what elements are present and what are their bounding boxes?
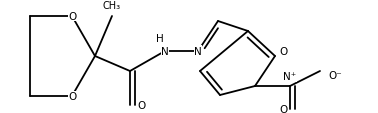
- Text: N⁺: N⁺: [284, 71, 297, 81]
- Text: H: H: [156, 34, 164, 44]
- Text: N: N: [194, 47, 202, 56]
- Text: O: O: [138, 100, 146, 110]
- Text: O: O: [279, 47, 287, 56]
- Text: O⁻: O⁻: [328, 70, 342, 80]
- Text: CH₃: CH₃: [103, 1, 121, 11]
- Text: O: O: [280, 104, 288, 113]
- Text: O: O: [68, 12, 76, 22]
- Text: N: N: [161, 47, 169, 56]
- Text: O: O: [68, 91, 76, 101]
